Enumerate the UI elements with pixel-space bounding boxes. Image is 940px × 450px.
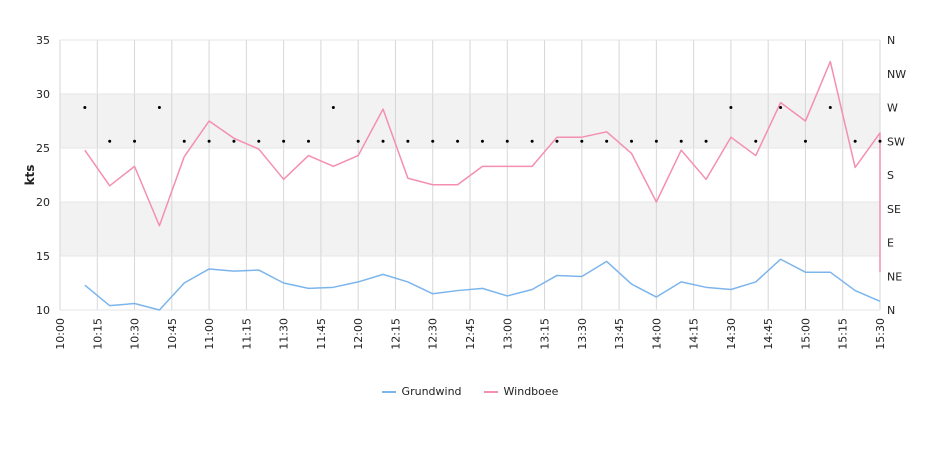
x-tick-label: 11:15 (240, 318, 253, 350)
legend: Grundwind Windboee (0, 385, 940, 398)
x-tick-label: 14:45 (762, 318, 775, 350)
direction-marker (406, 139, 410, 143)
x-tick-label: 13:45 (613, 318, 626, 350)
x-tick-label: 13:30 (576, 318, 589, 350)
direction-marker (853, 139, 857, 143)
direction-label: NW (887, 68, 906, 81)
x-tick-label: 12:15 (389, 318, 402, 350)
direction-marker (729, 106, 733, 109)
y-tick-label: 25 (36, 142, 50, 155)
direction-label: NE (887, 270, 902, 283)
direction-marker (803, 139, 807, 143)
series-line-grundwind (84, 258, 881, 311)
x-tick-label: 15:00 (799, 318, 812, 350)
direction-marker (580, 139, 584, 143)
legend-label: Grundwind (401, 385, 462, 398)
x-tick-label: 11:00 (203, 318, 216, 350)
direction-marker (605, 139, 609, 143)
direction-marker (828, 106, 832, 109)
direction-marker (679, 139, 683, 143)
y-tick-label: 10 (36, 304, 50, 317)
legend-swatch (483, 390, 498, 393)
direction-marker (431, 139, 435, 143)
direction-label: W (887, 102, 898, 115)
direction-marker (654, 139, 658, 143)
x-tick-label: 14:00 (650, 318, 663, 350)
x-tick-label: 10:00 (54, 318, 67, 350)
direction-marker (704, 139, 708, 143)
x-tick-label: 10:30 (129, 318, 142, 350)
x-tick-label: 13:15 (539, 318, 552, 350)
legend-item-grundwind[interactable]: Grundwind (381, 385, 462, 398)
direction-marker (630, 139, 634, 143)
direction-marker (456, 139, 460, 143)
direction-label: SE (887, 203, 901, 216)
direction-label: S (887, 169, 894, 182)
x-tick-label: 15:15 (837, 318, 850, 350)
direction-marker (182, 139, 186, 143)
series-line-windboee (84, 60, 881, 273)
legend-item-windboee[interactable]: Windboee (483, 385, 559, 398)
direction-marker (257, 139, 261, 143)
y-axis-title: kts (23, 165, 37, 186)
direction-marker (207, 139, 211, 143)
direction-marker (779, 106, 783, 109)
direction-markers (83, 106, 882, 143)
direction-label: N (887, 34, 895, 47)
legend-label: Windboee (503, 385, 559, 398)
direction-label: E (887, 237, 894, 250)
x-tick-label: 10:45 (166, 318, 179, 350)
direction-marker (530, 139, 534, 143)
direction-marker (83, 106, 87, 109)
direction-marker (282, 139, 286, 143)
direction-marker (157, 106, 161, 109)
x-tick-label: 15:30 (874, 318, 887, 350)
y-tick-label: 20 (36, 196, 50, 209)
direction-marker (232, 139, 236, 143)
legend-swatch (381, 390, 396, 393)
x-tick-label: 12:00 (352, 318, 365, 350)
direction-marker (555, 139, 559, 143)
direction-marker (331, 106, 335, 109)
y-tick-label: 30 (36, 88, 50, 101)
direction-marker (505, 139, 509, 143)
right-axis-labels: N NE E SE S SW W NW N (887, 34, 906, 317)
series-lines (84, 60, 881, 311)
direction-marker (754, 139, 758, 143)
direction-marker (480, 139, 484, 143)
y-axis-labels: 10 15 20 25 30 35 (36, 34, 50, 317)
x-tick-label: 12:30 (427, 318, 440, 350)
x-tick-label: 14:15 (688, 318, 701, 350)
x-tick-label: 11:30 (278, 318, 291, 350)
direction-marker (356, 139, 360, 143)
x-tick-label: 11:45 (315, 318, 328, 350)
direction-marker (306, 139, 310, 143)
direction-label: SW (887, 135, 905, 148)
direction-marker (381, 139, 385, 143)
direction-marker (133, 139, 137, 143)
direction-label: N (887, 304, 895, 317)
x-tick-label: 13:00 (501, 318, 514, 350)
x-tick-label: 12:45 (464, 318, 477, 350)
y-tick-label: 15 (36, 250, 50, 263)
x-axis-labels: 10:00 10:15 10:30 10:45 11:00 11:15 11:30 11:45… (54, 318, 887, 350)
y-tick-label: 35 (36, 34, 50, 47)
x-tick-label: 10:15 (91, 318, 104, 350)
direction-marker (878, 139, 882, 143)
direction-marker (108, 139, 112, 143)
x-tick-label: 14:30 (725, 318, 738, 350)
